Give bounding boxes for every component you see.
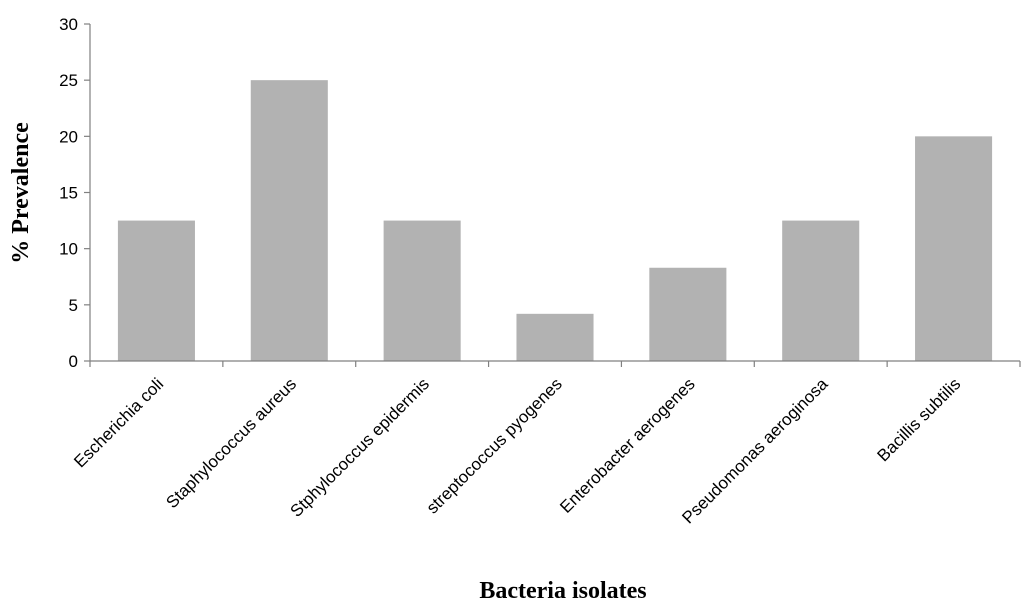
y-tick-label: 15 [59,184,78,203]
bar [649,267,727,361]
x-category-label: Staphylococcus aureus [162,374,300,512]
bar [915,136,993,361]
y-tick-label: 0 [69,352,78,371]
x-axis-title: Bacteria isolates [479,578,646,601]
y-ticks-group: 0 5 10 15 20 25 30 [59,15,1021,371]
x-category-label: Enterobacter aerogenes [556,374,698,516]
y-tick-label: 10 [59,240,78,259]
x-category-label: Stphylococcus epidermis [287,374,433,520]
y-axis-title: % Prevalence [8,122,34,264]
bar [516,313,594,361]
bar [250,80,328,362]
y-tick-label: 20 [59,127,78,146]
y-tick-label: 25 [59,71,78,90]
bars-group [117,80,993,362]
bar [782,220,860,361]
bar [383,220,461,361]
x-category-label: Pseudomonas aeroginosa [678,374,831,527]
y-tick-label: 30 [59,15,78,34]
x-category-label: streptococcus pyogenes [423,374,566,517]
y-tick-label: 5 [69,296,78,315]
bar [117,220,195,361]
x-category-label: Bacillis subtilis [873,374,964,465]
x-category-label: Escherichia coli [70,374,167,471]
